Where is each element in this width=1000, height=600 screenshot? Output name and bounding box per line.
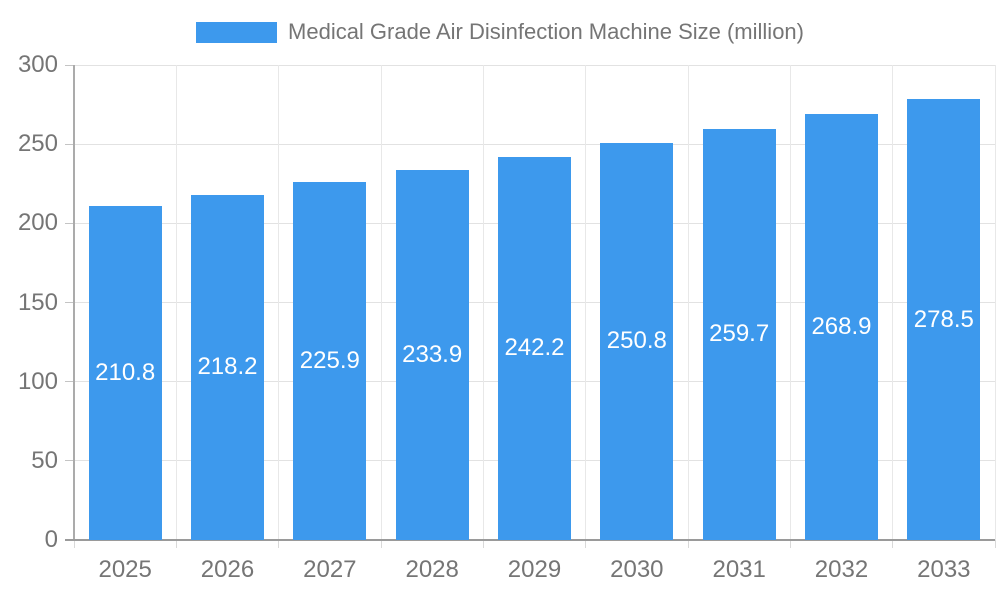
x-axis-line	[65, 539, 995, 541]
x-axis-label: 2030	[610, 556, 664, 583]
legend: Medical Grade Air Disinfection Machine S…	[0, 19, 1000, 45]
x-axis-label: 2033	[917, 556, 971, 583]
v-gridline	[789, 65, 791, 540]
bar	[600, 142, 674, 540]
x-tick	[994, 540, 996, 548]
y-axis-label: 50	[31, 446, 58, 474]
y-tick	[65, 222, 74, 224]
v-gridline	[278, 65, 280, 540]
y-tick	[65, 64, 74, 66]
v-gridline	[380, 65, 382, 540]
x-axis-label: 2032	[814, 556, 869, 583]
x-axis-label: 2029	[507, 556, 562, 583]
x-tick	[73, 540, 75, 548]
y-axis-label: 150	[17, 288, 58, 316]
x-tick	[789, 540, 791, 548]
bar-value-label: 233.9	[402, 340, 463, 368]
h-gridline	[74, 64, 995, 66]
v-gridline	[585, 65, 587, 540]
bar	[191, 194, 264, 540]
x-axis-label: 2031	[712, 556, 766, 583]
bar-value-label: 250.8	[606, 327, 667, 355]
y-tick	[65, 302, 74, 303]
bar-value-label: 218.2	[197, 353, 258, 381]
v-gridline	[994, 65, 996, 540]
bar	[88, 206, 162, 540]
x-axis-label: 2025	[98, 556, 152, 583]
y-tick	[65, 143, 74, 145]
h-gridline	[74, 143, 995, 145]
bar-value-label: 210.8	[95, 359, 156, 387]
x-axis-label: 2026	[200, 556, 255, 583]
y-axis-label: 0	[44, 526, 58, 553]
bar-value-label: 225.9	[299, 347, 360, 375]
legend-swatch	[196, 21, 278, 43]
y-axis-line	[73, 65, 75, 540]
x-tick	[585, 540, 587, 548]
bar	[702, 128, 776, 540]
v-gridline	[892, 65, 894, 540]
bar	[907, 99, 981, 540]
x-tick	[380, 540, 382, 548]
y-tick	[65, 381, 74, 383]
v-gridline	[687, 65, 689, 540]
x-tick	[687, 540, 689, 548]
x-tick	[175, 540, 177, 548]
legend-label: Medical Grade Air Disinfection Machine S…	[288, 19, 804, 44]
x-tick	[278, 540, 280, 548]
x-axis-label: 2027	[303, 556, 357, 583]
y-axis-label: 250	[17, 130, 58, 158]
y-axis-label: 200	[17, 209, 58, 237]
bar-value-label: 268.9	[811, 313, 872, 341]
bar-value-label: 242.2	[504, 334, 565, 362]
y-axis-label: 300	[17, 51, 58, 78]
x-axis-label: 2028	[405, 556, 459, 583]
y-axis-label: 100	[17, 367, 58, 395]
bar	[395, 169, 469, 540]
bar-value-label: 259.7	[709, 320, 770, 348]
v-gridline	[482, 65, 484, 540]
x-tick	[482, 540, 484, 548]
v-gridline	[175, 65, 177, 540]
bar-value-label: 278.5	[913, 305, 974, 333]
bar	[498, 156, 571, 540]
bar	[293, 182, 367, 540]
bar	[805, 114, 878, 540]
y-tick	[65, 460, 74, 462]
x-tick	[892, 540, 894, 548]
